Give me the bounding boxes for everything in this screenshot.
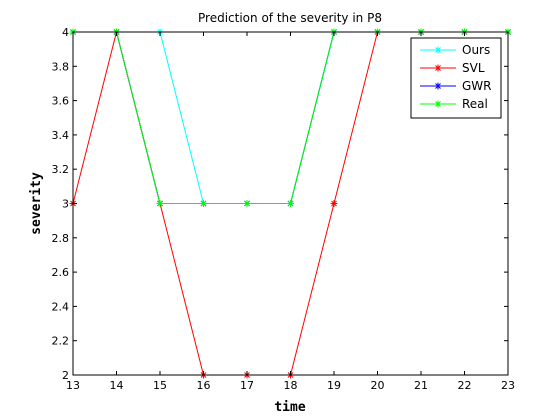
legend-entry-svl: SVL (420, 61, 485, 75)
plot-frame (72, 31, 509, 376)
y-axis-label: severity (29, 172, 44, 235)
y-tick-label: 2.2 (52, 335, 70, 348)
y-tick-label: 3.4 (52, 129, 70, 142)
y-tick-label: 3 (62, 198, 69, 211)
legend-label-gwr: GWR (462, 79, 492, 93)
x-tick-label: 19 (327, 379, 341, 392)
x-axis-label: time (274, 400, 305, 415)
y-tick-label: 3.8 (52, 60, 70, 73)
x-tick-label: 21 (414, 379, 428, 392)
x-tick-label: 20 (371, 379, 385, 392)
x-tick-label: 22 (458, 379, 472, 392)
y-tick-label: 3.6 (52, 95, 70, 108)
y-tick-label: 4 (62, 26, 69, 39)
y-tick-label: 2 (62, 369, 69, 382)
x-tick-label: 18 (284, 379, 298, 392)
data-point-real (287, 200, 294, 207)
x-tick-label: 14 (110, 379, 124, 392)
x-tick-label: 17 (240, 379, 254, 392)
legend-marker-svl (434, 64, 442, 72)
legend-marker-ours (434, 46, 442, 54)
x-tick-label: 23 (501, 379, 515, 392)
legend-label-real: Real (462, 97, 488, 111)
legend: Ours SVL GWR Real (410, 37, 502, 119)
legend-label-svl: SVL (462, 61, 485, 75)
legend-box (410, 37, 502, 119)
x-tick-label: 13 (66, 379, 80, 392)
data-point-real (200, 200, 207, 207)
x-tick-label: 16 (197, 379, 211, 392)
data-point-real (243, 200, 251, 207)
legend-marker-real (434, 100, 442, 108)
x-tick-label: 15 (153, 379, 167, 392)
data-point-svl (330, 200, 338, 207)
y-tick-label: 3.2 (52, 163, 70, 176)
chart-title: Prediction of the severity in P8 (198, 11, 382, 25)
legend-entry-gwr: GWR (420, 79, 492, 93)
ticks-layer: 13 14 15 16 17 18 19 20 21 22 23 2 2.2 2.4 2.6 2.8 3 3.2 3… (52, 26, 516, 392)
y-tick-label: 2.6 (52, 266, 70, 279)
legend-entry-ours: Ours (420, 43, 490, 57)
legend-entry-real: Real (420, 97, 488, 111)
legend-marker-gwr (434, 82, 442, 90)
data-point-real (156, 200, 164, 207)
legend-label-ours: Ours (462, 43, 490, 57)
y-tick-label: 2.8 (52, 232, 70, 245)
y-tick-label: 2.4 (52, 300, 70, 313)
